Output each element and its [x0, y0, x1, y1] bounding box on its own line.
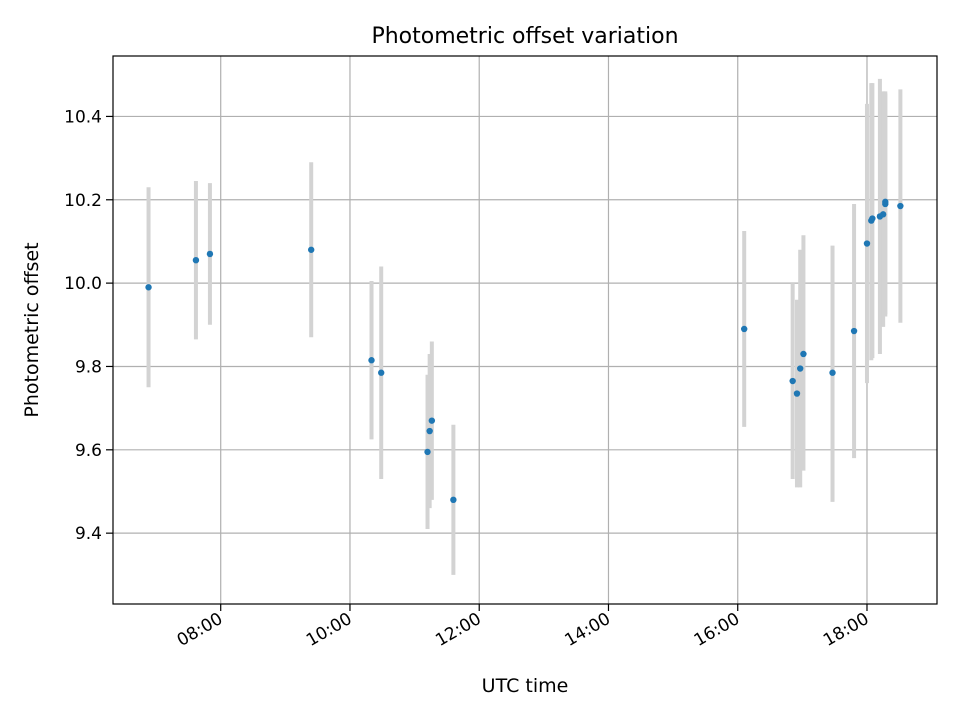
data-point — [789, 377, 796, 385]
data-point — [897, 202, 904, 210]
data-point — [145, 284, 152, 291]
data-point — [869, 215, 876, 222]
data-point — [793, 390, 801, 397]
data-points — [145, 198, 904, 504]
y-tick-label: 10.2 — [64, 191, 102, 211]
data-point — [797, 365, 804, 372]
chart-title: Photometric offset variation — [371, 24, 678, 49]
data-point — [740, 325, 748, 333]
y-tick-label: 10.0 — [64, 274, 102, 294]
data-point — [424, 448, 431, 456]
x-axis-label: UTC time — [482, 675, 569, 697]
data-point — [368, 357, 375, 364]
data-point — [450, 496, 457, 504]
data-point — [879, 211, 887, 218]
data-point — [882, 198, 889, 206]
data-point — [206, 250, 214, 258]
data-point — [829, 369, 836, 376]
y-tick-label: 9.6 — [75, 441, 102, 461]
data-point — [850, 327, 858, 335]
data-point — [428, 417, 436, 424]
y-axis-label: Photometric offset — [21, 242, 43, 417]
data-point — [378, 369, 385, 376]
data-point — [863, 240, 871, 247]
data-point — [192, 256, 200, 264]
data-point — [800, 350, 807, 358]
plot-frame — [112, 55, 938, 605]
y-tick-label: 9.8 — [75, 357, 102, 377]
data-point — [307, 246, 315, 253]
data-point — [426, 427, 433, 435]
y-tick-label: 10.4 — [64, 107, 102, 127]
y-tick-label: 9.4 — [75, 524, 102, 544]
